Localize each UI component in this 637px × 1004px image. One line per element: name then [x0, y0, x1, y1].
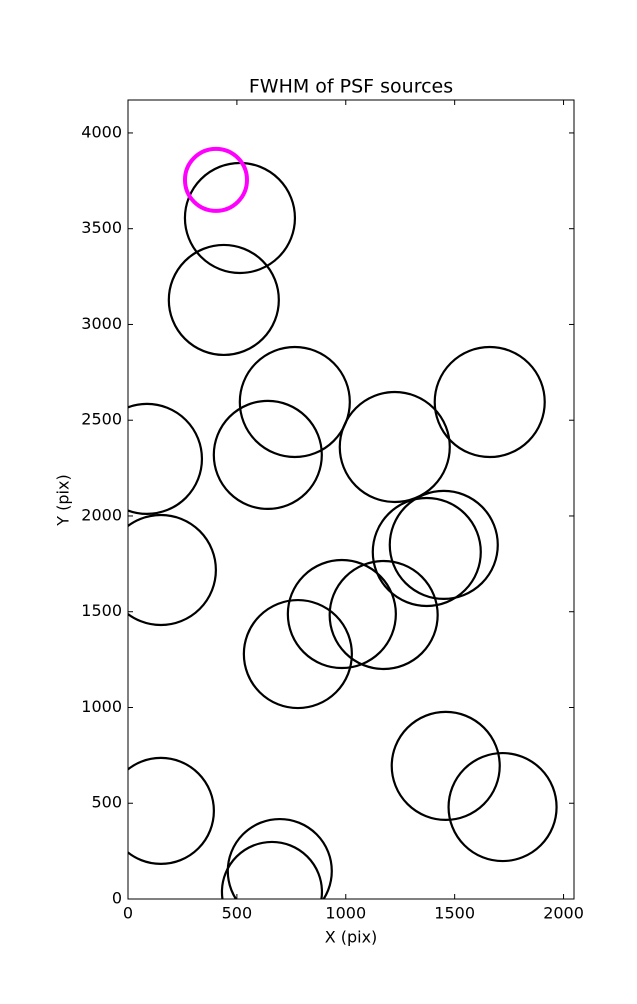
y-tick-label: 500: [91, 793, 122, 812]
psf-circle: [212, 399, 323, 510]
psf-circle: [128, 756, 215, 865]
y-tick-label: 4000: [81, 122, 122, 141]
x-tick-label: 1000: [325, 904, 366, 923]
psf-circle: [286, 558, 397, 670]
y-tick-label: 1500: [81, 601, 122, 620]
x-tick-label: 2000: [543, 904, 584, 923]
y-tick-label: 2500: [81, 410, 122, 429]
y-axis-label: Y (pix): [54, 474, 73, 526]
y-tick-label: 2000: [81, 505, 122, 524]
psf-circle: [226, 817, 333, 899]
x-tick-label: 1500: [434, 904, 475, 923]
x-tick-label: 0: [123, 904, 133, 923]
psf-circle: [371, 496, 482, 608]
psf-circle: [433, 345, 546, 459]
y-tick-label: 3500: [81, 218, 122, 237]
psf-circle: [183, 161, 297, 275]
x-axis-label: X (pix): [325, 928, 378, 947]
x-tick-label: 500: [222, 904, 253, 923]
psf-circle: [390, 710, 501, 821]
psf-circle: [388, 489, 499, 600]
psf-circle: [182, 146, 249, 213]
psf-circle: [242, 598, 353, 710]
psf-circle: [447, 751, 558, 863]
chart-title: FWHM of PSF sources: [249, 76, 453, 98]
axes-frame: [127, 99, 575, 900]
y-tick-label: 1000: [81, 697, 122, 716]
psf-circle: [328, 559, 439, 671]
psf-circle: [338, 390, 451, 504]
y-tick-label: 3000: [81, 314, 122, 333]
psf-circle: [167, 243, 280, 357]
y-tick-label: 0: [112, 889, 122, 908]
psf-circle: [128, 513, 217, 627]
psf-circle: [128, 402, 204, 515]
plot-area: [128, 146, 558, 899]
psf-circle: [238, 345, 351, 459]
psf-circle: [220, 840, 324, 899]
